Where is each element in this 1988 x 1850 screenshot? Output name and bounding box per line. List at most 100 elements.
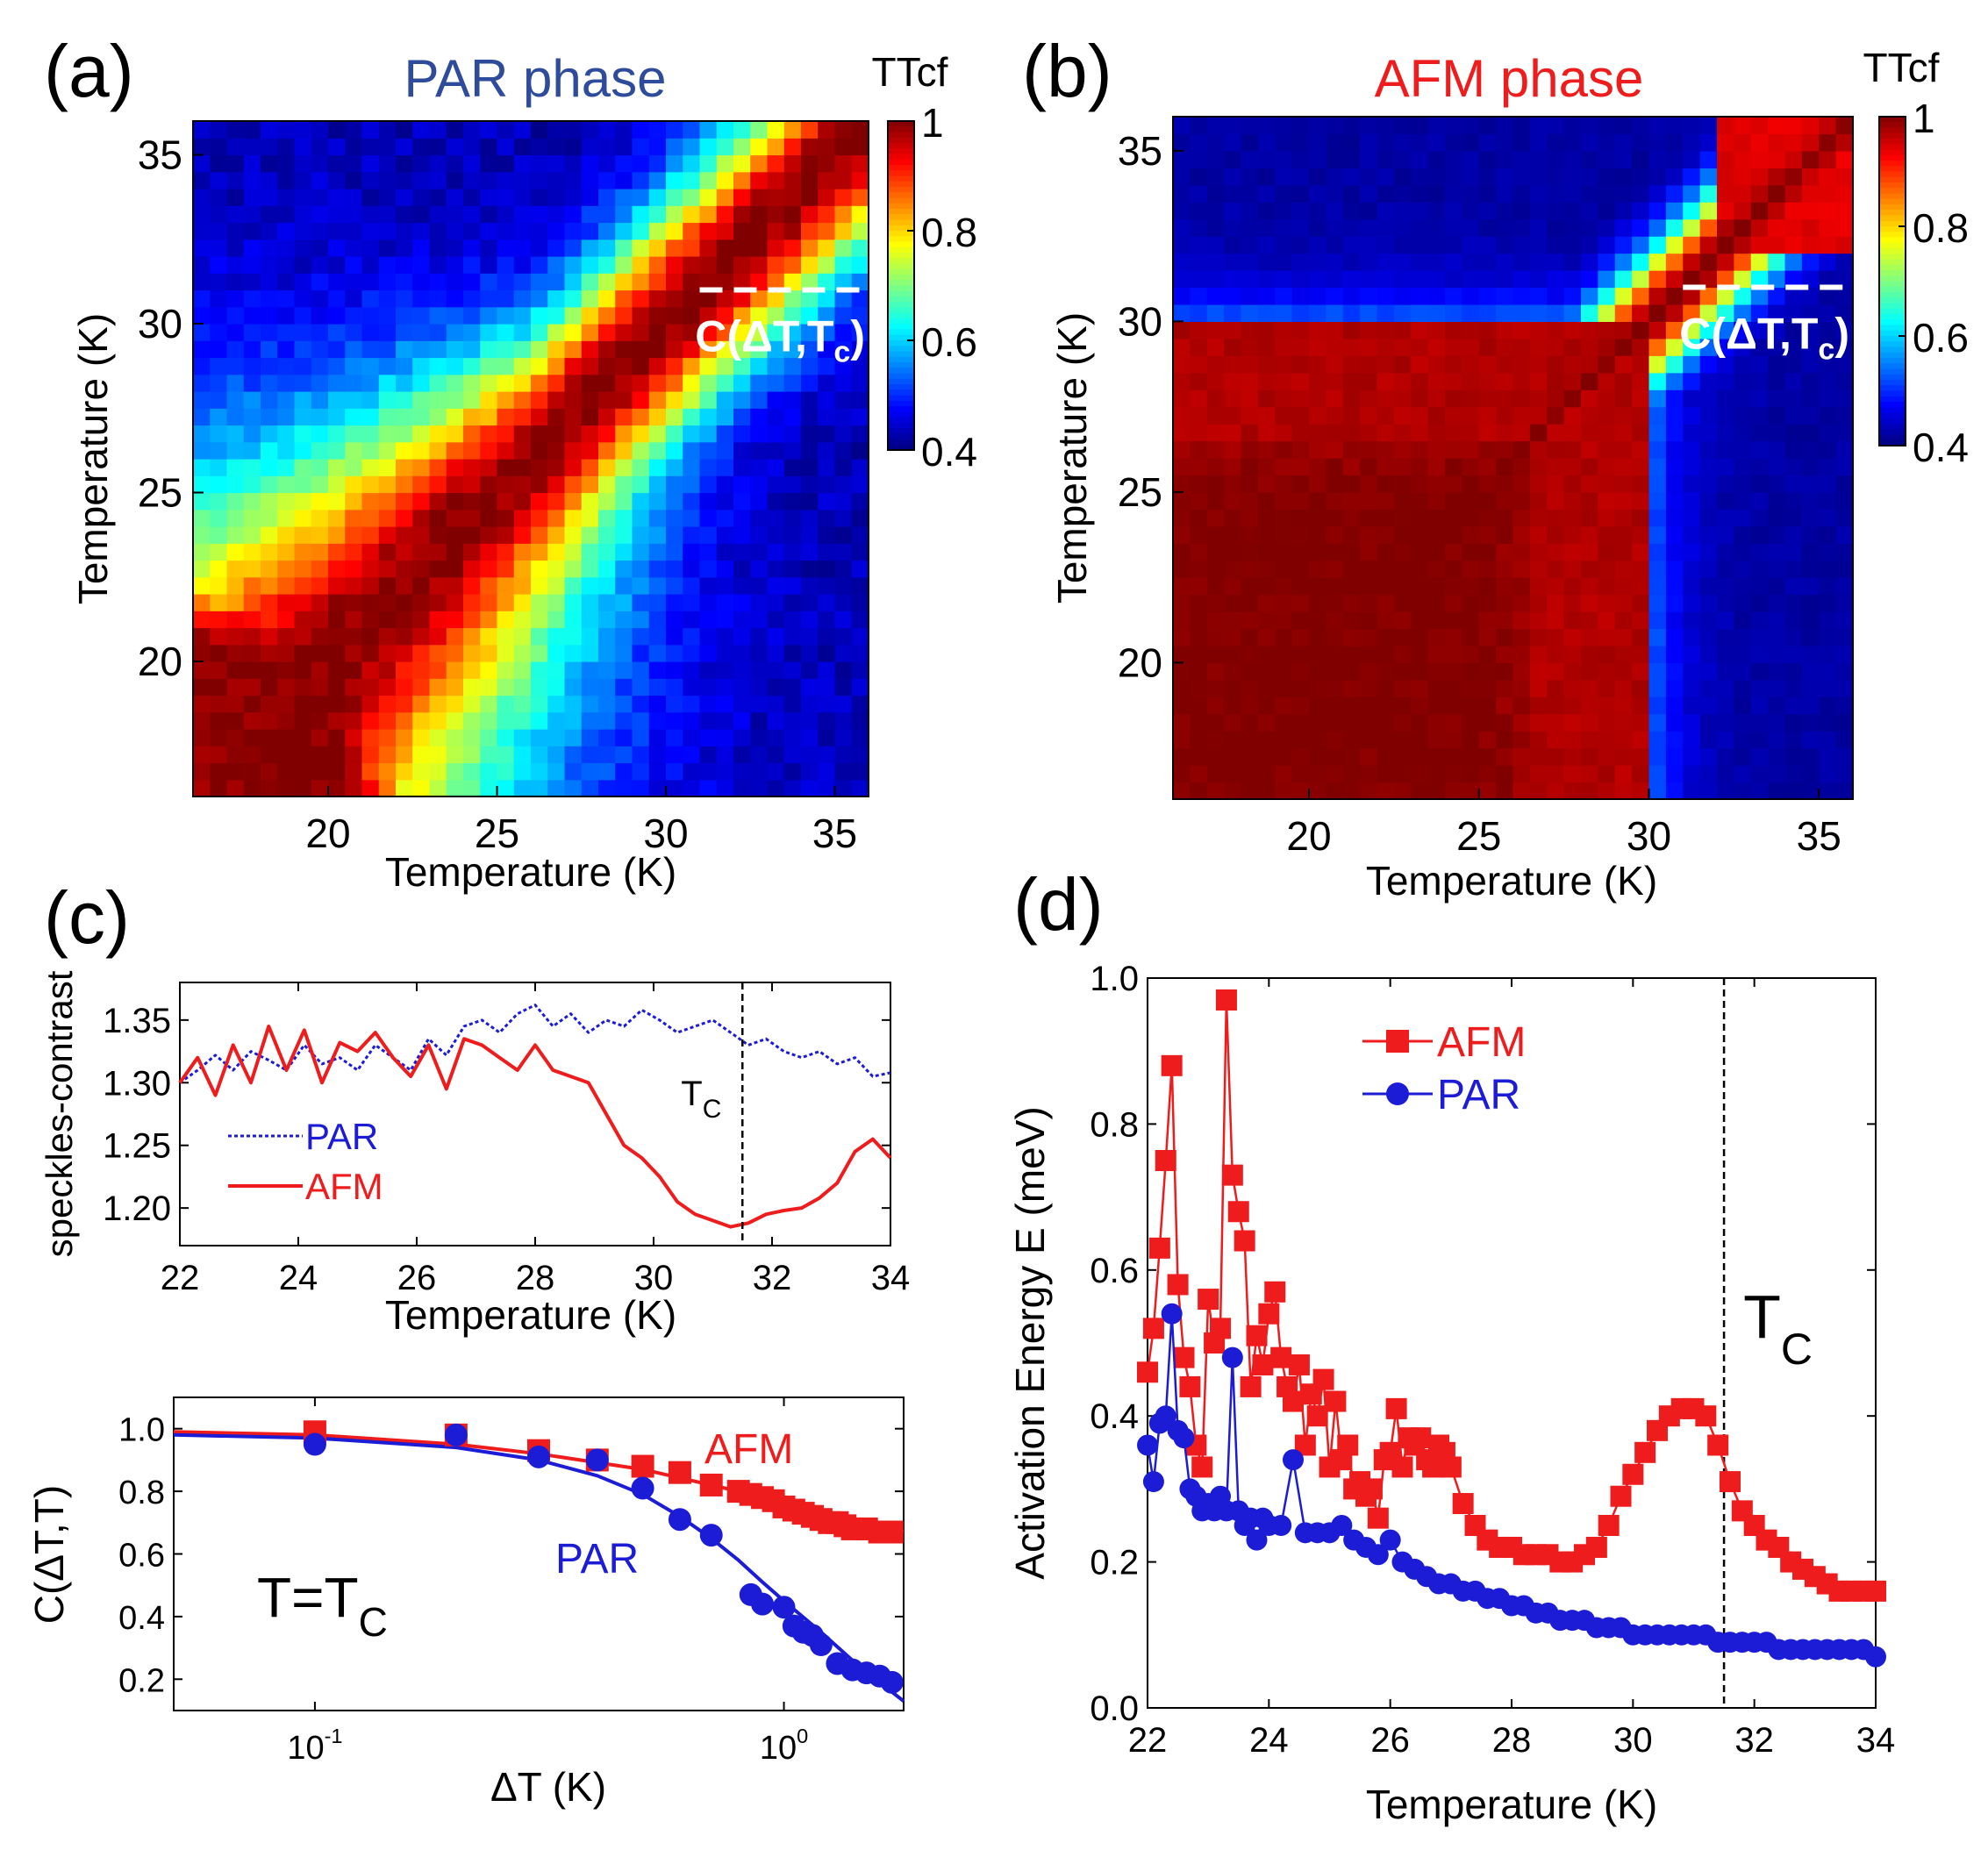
heatmap-cell bbox=[1598, 406, 1616, 425]
heatmap-cell bbox=[1411, 150, 1429, 168]
heatmap-cell bbox=[767, 492, 785, 511]
heatmap-cell bbox=[581, 441, 599, 460]
heatmap-cell bbox=[396, 762, 413, 781]
heatmap-cell bbox=[1360, 184, 1378, 203]
heatmap-cell bbox=[564, 408, 583, 426]
heatmap-cell bbox=[1462, 133, 1480, 152]
heatmap-cell bbox=[851, 594, 869, 611]
heatmap-cell bbox=[801, 171, 819, 189]
heatmap-cell bbox=[1512, 628, 1531, 646]
heatmap-cell bbox=[1734, 150, 1752, 168]
heatmap-cell bbox=[1819, 218, 1837, 237]
heatmap-cell bbox=[412, 408, 431, 426]
heatmap-cell bbox=[1835, 287, 1853, 305]
heatmap-cell bbox=[1529, 577, 1548, 596]
heatmap-cell bbox=[412, 576, 431, 595]
heatmap-cell bbox=[818, 543, 836, 561]
heatmap-cell bbox=[378, 543, 397, 561]
heatmap-cell bbox=[1342, 372, 1361, 390]
heatmap-cell bbox=[497, 509, 515, 527]
heatmap-cell bbox=[463, 189, 481, 206]
heatmap-cell bbox=[1750, 628, 1769, 646]
heatmap-cell bbox=[581, 121, 599, 139]
heatmap-cell bbox=[1257, 338, 1276, 356]
heatmap-cell bbox=[1190, 440, 1208, 459]
heatmap-cell bbox=[1462, 765, 1480, 783]
heatmap-cell bbox=[1206, 458, 1225, 476]
heatmap-cell bbox=[1750, 731, 1769, 749]
heatmap-cell bbox=[1699, 202, 1718, 220]
heatmap-cell bbox=[1411, 253, 1429, 271]
heatmap-cell bbox=[1241, 628, 1259, 646]
heatmap-cell bbox=[1377, 424, 1395, 442]
heatmap-cell bbox=[412, 627, 431, 646]
heatmap-cell bbox=[1632, 389, 1650, 408]
x-tick-label: 20 bbox=[305, 811, 350, 856]
heatmap-cell bbox=[226, 408, 245, 426]
heatmap-cell bbox=[1665, 475, 1684, 493]
heatmap-cell bbox=[277, 475, 296, 494]
heatmap-cell bbox=[480, 121, 498, 139]
heatmap-cell bbox=[378, 340, 397, 359]
heatmap-cell bbox=[1393, 253, 1412, 271]
heatmap-cell bbox=[547, 138, 566, 156]
colorbar-segment bbox=[1879, 188, 1906, 195]
heatmap-cell bbox=[1241, 611, 1259, 630]
colorbar-segment bbox=[888, 428, 914, 434]
heatmap-cell bbox=[1309, 577, 1327, 596]
heatmap-cell bbox=[429, 205, 447, 224]
heatmap-cell bbox=[1257, 696, 1276, 715]
heatmap-cell bbox=[598, 509, 616, 527]
colorbar-segment bbox=[1879, 127, 1906, 134]
colorbar-segment bbox=[1879, 161, 1906, 167]
heatmap-cell bbox=[1206, 117, 1225, 135]
heatmap-cell bbox=[1529, 765, 1548, 783]
heatmap-cell bbox=[513, 205, 532, 224]
heatmap-cell bbox=[1563, 782, 1582, 799]
heatmap-cell bbox=[412, 644, 431, 662]
heatmap-cell bbox=[1411, 645, 1429, 663]
heatmap-cell bbox=[531, 762, 548, 781]
heatmap-cell bbox=[1512, 440, 1531, 459]
point-afm bbox=[1179, 1375, 1201, 1397]
heatmap-cell bbox=[1224, 218, 1242, 237]
heatmap-cell bbox=[1224, 321, 1242, 339]
heatmap-cell bbox=[226, 779, 245, 796]
heatmap-cell bbox=[783, 289, 802, 308]
heatmap-cell bbox=[1478, 270, 1497, 289]
heatmap-cell bbox=[1819, 713, 1837, 732]
heatmap-cell bbox=[581, 324, 599, 341]
equation-label: T=TC bbox=[257, 1566, 388, 1645]
heatmap-cell bbox=[480, 729, 498, 746]
heatmap-cell bbox=[1173, 253, 1191, 271]
heatmap-cell bbox=[513, 475, 532, 494]
heatmap-cell bbox=[1309, 304, 1327, 322]
heatmap-cell bbox=[1512, 611, 1531, 630]
heatmap-cell bbox=[1377, 458, 1395, 476]
heatmap-cell bbox=[1801, 304, 1820, 322]
heatmap-cell bbox=[328, 138, 346, 156]
colorbar-segment bbox=[888, 246, 914, 254]
heatmap-cell bbox=[1581, 628, 1598, 646]
heatmap-cell bbox=[648, 459, 667, 476]
heatmap-cell bbox=[311, 644, 329, 662]
heatmap-cell bbox=[1835, 765, 1853, 783]
heatmap-cell bbox=[666, 306, 683, 325]
heatmap-cell bbox=[1683, 491, 1701, 510]
heatmap-cell bbox=[615, 661, 633, 679]
heatmap-cell bbox=[531, 357, 548, 375]
heatmap-cell bbox=[361, 340, 380, 359]
heatmap-cell bbox=[783, 509, 802, 527]
heatmap-cell bbox=[1173, 525, 1191, 544]
heatmap-cell bbox=[446, 644, 464, 662]
heatmap-cell bbox=[1257, 287, 1276, 305]
par-curve-label: PAR bbox=[555, 1536, 639, 1582]
heatmap-cell bbox=[1648, 765, 1667, 783]
heatmap-cell bbox=[531, 121, 548, 139]
x-tick-label: 32 bbox=[753, 1259, 792, 1297]
heatmap-cell bbox=[513, 678, 532, 696]
heatmap-cell bbox=[345, 171, 363, 189]
heatmap-cell bbox=[412, 475, 431, 494]
heatmap-cell bbox=[1275, 424, 1293, 442]
